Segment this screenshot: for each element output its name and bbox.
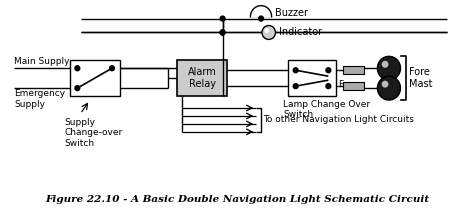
Circle shape [377, 76, 401, 100]
Circle shape [264, 28, 269, 33]
Bar [70, 60, 119, 96]
Circle shape [75, 66, 80, 71]
Circle shape [377, 56, 401, 80]
Circle shape [259, 16, 264, 21]
Bar [288, 60, 336, 96]
Polygon shape [250, 6, 272, 17]
Circle shape [382, 61, 389, 68]
Circle shape [75, 86, 80, 91]
Circle shape [109, 66, 114, 71]
Circle shape [326, 68, 331, 73]
Text: Supply
Change-over
Switch: Supply Change-over Switch [65, 118, 123, 148]
Text: Emergency
Supply: Emergency Supply [14, 89, 65, 109]
Text: Figure 22.10 - A Basic Double Navigation Light Schematic Circuit: Figure 22.10 - A Basic Double Navigation… [45, 195, 429, 204]
Bar [343, 82, 364, 90]
Circle shape [382, 81, 389, 88]
Text: Indicator: Indicator [279, 28, 322, 38]
Bar [343, 66, 364, 74]
Circle shape [293, 84, 298, 89]
Circle shape [326, 84, 331, 89]
Text: Fore
Mast: Fore Mast [409, 67, 433, 89]
Text: Main Supply: Main Supply [14, 57, 69, 66]
Text: To other Navigation Light Circuits: To other Navigation Light Circuits [263, 115, 414, 124]
Circle shape [262, 25, 275, 39]
Text: Fuses: Fuses [338, 80, 363, 89]
Text: Lamp Change Over
Switch: Lamp Change Over Switch [283, 100, 370, 119]
Circle shape [220, 16, 225, 21]
Text: Buzzer: Buzzer [274, 8, 308, 18]
Bar [177, 60, 228, 96]
Text: Alarm
Relay: Alarm Relay [188, 67, 217, 89]
Circle shape [293, 68, 298, 73]
Circle shape [220, 30, 225, 35]
Circle shape [220, 30, 225, 35]
